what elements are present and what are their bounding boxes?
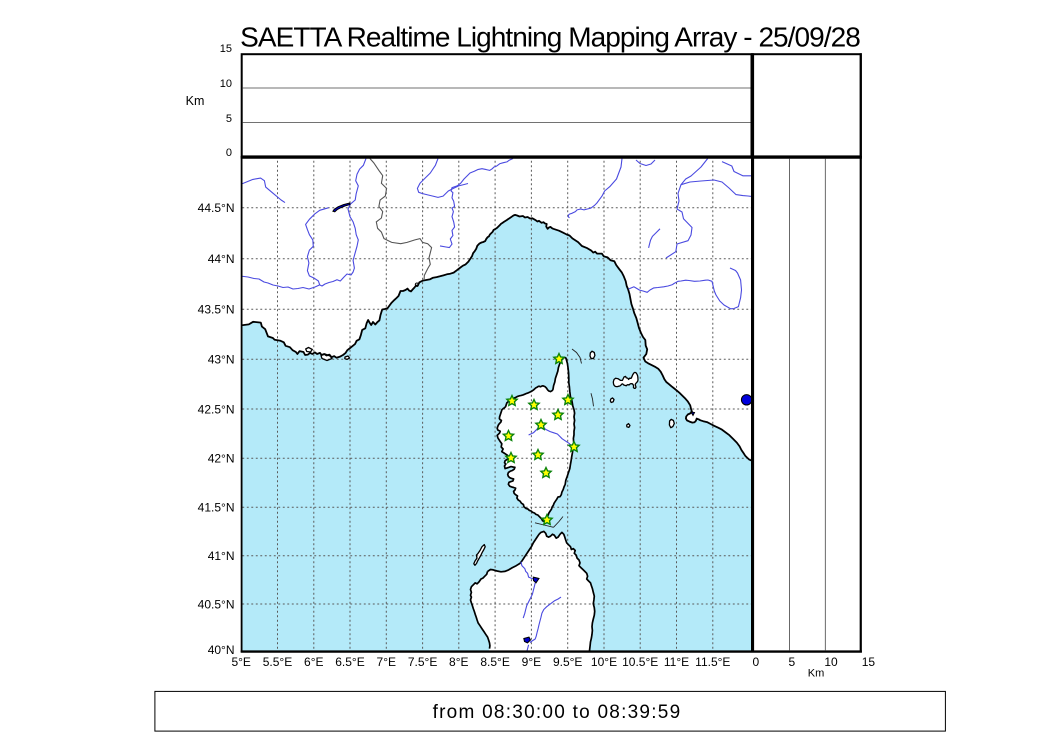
svg-text:Km: Km bbox=[808, 668, 825, 680]
svg-text:0: 0 bbox=[753, 655, 760, 669]
svg-text:40°N: 40°N bbox=[208, 643, 235, 657]
svg-text:9°E: 9°E bbox=[522, 655, 541, 669]
svg-text:15: 15 bbox=[862, 655, 876, 669]
svg-text:10: 10 bbox=[220, 78, 232, 90]
svg-text:41°N: 41°N bbox=[208, 549, 235, 563]
svg-text:5°E: 5°E bbox=[231, 655, 250, 669]
svg-text:7.5°E: 7.5°E bbox=[408, 655, 437, 669]
svg-text:10.5°E: 10.5°E bbox=[622, 655, 658, 669]
svg-text:7°E: 7°E bbox=[377, 655, 396, 669]
svg-text:6°E: 6°E bbox=[304, 655, 323, 669]
svg-text:8.5°E: 8.5°E bbox=[480, 655, 509, 669]
svg-text:42.5°N: 42.5°N bbox=[198, 402, 235, 416]
svg-text:10: 10 bbox=[824, 655, 838, 669]
svg-text:5.5°E: 5.5°E bbox=[263, 655, 292, 669]
svg-text:11.5°E: 11.5°E bbox=[695, 655, 730, 669]
svg-text:44°N: 44°N bbox=[208, 252, 235, 266]
svg-text:from 08:30:00 to 08:39:59: from 08:30:00 to 08:39:59 bbox=[433, 702, 682, 723]
svg-text:42°N: 42°N bbox=[208, 452, 235, 466]
svg-text:40.5°N: 40.5°N bbox=[198, 597, 235, 611]
svg-text:41.5°N: 41.5°N bbox=[198, 501, 235, 515]
svg-text:9.5°E: 9.5°E bbox=[553, 655, 582, 669]
svg-text:44.5°N: 44.5°N bbox=[198, 201, 235, 215]
svg-text:43.5°N: 43.5°N bbox=[198, 303, 235, 317]
svg-text:15: 15 bbox=[220, 43, 232, 55]
svg-text:11°E: 11°E bbox=[664, 655, 689, 669]
svg-text:8°E: 8°E bbox=[449, 655, 468, 669]
svg-text:Km: Km bbox=[186, 94, 205, 108]
svg-text:SAETTA Realtime Lightning Mapp: SAETTA Realtime Lightning Mapping Array … bbox=[240, 22, 860, 53]
svg-text:43°N: 43°N bbox=[208, 353, 235, 367]
svg-text:5: 5 bbox=[789, 655, 796, 669]
svg-text:0: 0 bbox=[226, 147, 232, 159]
svg-text:5: 5 bbox=[226, 113, 232, 125]
svg-text:10°E: 10°E bbox=[591, 655, 617, 669]
svg-text:6.5°E: 6.5°E bbox=[335, 655, 364, 669]
